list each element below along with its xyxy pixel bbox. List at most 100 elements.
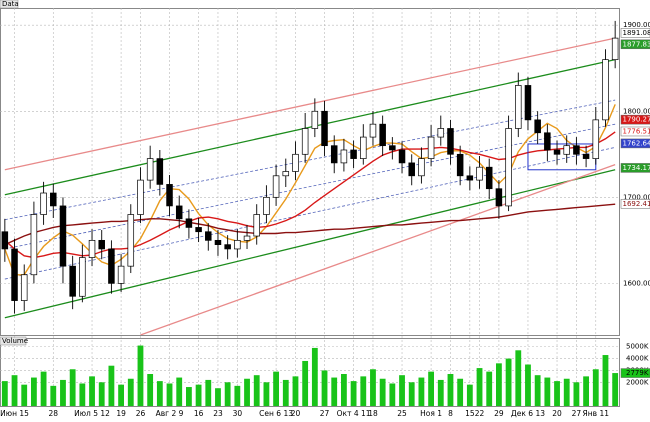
candle-body (108, 248, 115, 284)
volume-bar (166, 383, 173, 406)
candle-body (69, 265, 76, 297)
candle-body (515, 85, 522, 129)
price-tag-label: 1776.51 (623, 127, 650, 135)
candle-body (398, 149, 406, 164)
x-tick-label: 20 (552, 409, 562, 418)
x-tick-label: 29 (494, 409, 504, 418)
volume-bar (505, 358, 512, 406)
candle-body (195, 227, 202, 233)
price-tag (620, 114, 650, 125)
x-tick-label: Авг 2 9 (156, 409, 184, 418)
trend-line (4, 123, 616, 250)
volume-bar (79, 383, 86, 406)
candle-body (553, 149, 561, 155)
volume-bar (389, 383, 396, 406)
volume-bar (466, 384, 473, 406)
trend-line (4, 99, 616, 221)
volume-bar (60, 379, 66, 406)
volume-bar (525, 364, 531, 406)
candle-body (282, 171, 290, 177)
x-tick-label: Янв 11 (583, 409, 610, 418)
candle-body (418, 158, 425, 177)
volume-bar (486, 371, 493, 406)
moving-average (4, 104, 616, 276)
panel-title: Data (2, 0, 19, 8)
volume-bar (592, 369, 599, 406)
volume-bar (50, 385, 57, 406)
panel-title: Volume (2, 337, 28, 345)
price-tag-label: 1891.08 (623, 29, 650, 37)
trend-line (4, 58, 616, 196)
price-tag (620, 163, 650, 173)
volume-bar (341, 374, 347, 406)
volume-bar (127, 378, 134, 406)
volume-bar (69, 369, 76, 406)
candle-body (146, 158, 154, 181)
candle-body (156, 158, 164, 185)
volume-bar (40, 371, 47, 406)
volume-bar (137, 345, 144, 406)
volume-bar (496, 363, 502, 406)
x-tick-label: 18 (368, 409, 378, 418)
y-tick-label: 2000K (626, 378, 649, 386)
candle-body (1, 231, 9, 250)
candle-body (127, 214, 135, 267)
volume-bar (428, 371, 434, 406)
volume-bar (302, 360, 309, 406)
volume-bar (379, 378, 386, 406)
candle-body (563, 145, 570, 155)
volume-bar (11, 375, 18, 406)
candle-body (389, 145, 396, 151)
candle-body (263, 196, 270, 215)
price-tag (620, 28, 650, 38)
volume-bar (234, 385, 241, 406)
candle-body (505, 128, 512, 207)
volume-bar (215, 388, 221, 406)
price-tag-label: 1790.27 (623, 116, 650, 124)
price-frame (0, 8, 620, 336)
x-tick-label: 23 (213, 409, 223, 418)
x-tick-label: Дек 6 13 (511, 409, 545, 418)
y-tick-label: 4000K (626, 355, 649, 363)
volume-bar (544, 377, 551, 406)
candle-body (224, 244, 231, 250)
panel-title-box (0, 0, 19, 9)
y-tick-label: 5000K (626, 343, 649, 351)
candle-body (602, 59, 609, 121)
x-tick-label: 20 (291, 409, 301, 418)
candle-body (447, 128, 454, 155)
volume-tag (620, 368, 650, 378)
x-tick-label: 27 (320, 409, 330, 418)
price-tag-label: 1692.41 (623, 200, 650, 208)
volume-bar (447, 374, 454, 406)
y-tick-label: 1600.00 (623, 279, 650, 287)
volume-bar (583, 376, 589, 406)
candle-body (301, 128, 309, 155)
price-tag-label: 1762.64 (623, 139, 650, 147)
volume-bar (476, 368, 483, 406)
candle-body (330, 145, 338, 164)
moving-average (4, 131, 616, 259)
volume-bar (515, 350, 522, 406)
volume-bar (89, 376, 95, 406)
volume-bar (612, 373, 619, 406)
volume-bar (156, 381, 163, 406)
volume-bar (350, 381, 357, 406)
x-tick-label: Сен 6 13 (259, 409, 293, 418)
candle-body (340, 149, 348, 164)
volume-bar (147, 374, 154, 406)
y-tick-label: 1700.00 (623, 193, 650, 201)
volume-bar (224, 382, 231, 406)
x-tick-label: Июн 15 (0, 409, 29, 418)
volume-bar (195, 384, 202, 406)
x-tick-label: 22 (475, 409, 485, 418)
x-tick-label: Ноя 1 (420, 409, 442, 418)
candle-body (427, 136, 435, 159)
volume-bar (437, 379, 444, 406)
candle-body (11, 248, 18, 301)
volume-bar (263, 382, 270, 406)
volume-bar (311, 347, 318, 406)
x-tick-label: Июл 5 12 (74, 409, 110, 418)
x-tick-label: 8 (448, 409, 453, 418)
x-tick-label: 27 (572, 409, 582, 418)
